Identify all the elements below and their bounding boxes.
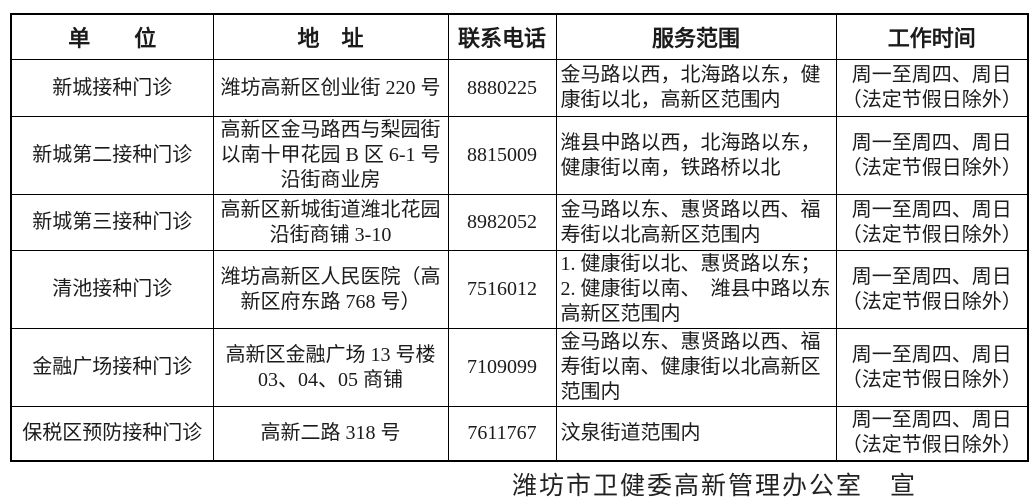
cell-hours: 周一至周四、周日 （法定节假日除外）: [835, 406, 1029, 461]
cell-unit: 新城接种门诊: [10, 59, 214, 117]
cell-unit: 新城第二接种门诊: [10, 116, 214, 195]
table-row: 金融广场接种门诊 高新区金融广场 13 号楼 03、04、05 商铺 71090…: [10, 328, 1029, 407]
clinic-info-table: 单 位 地 址 联系电话 服务范围 工作时间 新城接种门诊 潍坊高新区创业街 2…: [10, 13, 1029, 462]
cell-unit: 保税区预防接种门诊: [10, 406, 214, 461]
cell-scope: 金马路以东、惠贤路以西、福寿街以南、健康街以北高新区范围内: [555, 328, 837, 407]
cell-address: 潍坊高新区人民医院（高新区府东路 768 号）: [212, 250, 449, 329]
cell-scope: 金马路以东、惠贤路以西、福寿街以北高新区范围内: [555, 194, 837, 251]
cell-scope: 潍县中路以西，北海路以东，健康街以南，铁路桥以北: [555, 116, 837, 195]
publisher-signature: 潍坊市卫健委高新管理办公室 宣: [512, 473, 918, 500]
cell-scope: 金马路以西，北海路以东，健康街以北，高新区范围内: [555, 59, 837, 117]
col-header-hours: 工作时间: [835, 13, 1029, 60]
cell-scope: 汶泉街道范围内: [555, 406, 837, 461]
cell-unit: 新城第三接种门诊: [10, 194, 214, 251]
table-row: 新城第三接种门诊 高新区新城街道潍北花园沿街商铺 3-10 8982052 金马…: [10, 194, 1029, 251]
cell-phone: 7611767: [447, 406, 557, 461]
table-row: 保税区预防接种门诊 高新二路 318 号 7611767 汶泉街道范围内 周一至…: [10, 406, 1029, 461]
cell-hours: 周一至周四、周日 （法定节假日除外）: [835, 116, 1029, 195]
cell-address: 高新区金融广场 13 号楼 03、04、05 商铺: [212, 328, 449, 407]
cell-address: 高新二路 318 号: [212, 406, 449, 461]
cell-hours: 周一至周四、周日 （法定节假日除外）: [835, 250, 1029, 329]
cell-hours: 周一至周四、周日 （法定节假日除外）: [835, 59, 1029, 117]
cell-address: 高新区金马路西与梨园街以南十甲花园 B 区 6-1 号沿街商业房: [212, 116, 449, 195]
cell-hours: 周一至周四、周日 （法定节假日除外）: [835, 328, 1029, 407]
col-header-phone: 联系电话: [447, 13, 557, 60]
cell-scope: 1. 健康街以北、惠贤路以东； 2. 健康街以南、 潍县中路以东高新区范围内: [555, 250, 837, 329]
table-row: 新城第二接种门诊 高新区金马路西与梨园街以南十甲花园 B 区 6-1 号沿街商业…: [10, 116, 1029, 195]
cell-unit: 清池接种门诊: [10, 250, 214, 329]
cell-hours: 周一至周四、周日 （法定节假日除外）: [835, 194, 1029, 251]
table-row: 清池接种门诊 潍坊高新区人民医院（高新区府东路 768 号） 7516012 1…: [10, 250, 1029, 329]
cell-phone: 7109099: [447, 328, 557, 407]
cell-address: 潍坊高新区创业街 220 号: [212, 59, 449, 117]
cell-phone: 8815009: [447, 116, 557, 195]
cell-phone: 8880225: [447, 59, 557, 117]
header-row: 单 位 地 址 联系电话 服务范围 工作时间: [10, 13, 1029, 60]
cell-address: 高新区新城街道潍北花园沿街商铺 3-10: [212, 194, 449, 251]
col-header-address: 地 址: [212, 13, 449, 60]
table-row: 新城接种门诊 潍坊高新区创业街 220 号 8880225 金马路以西，北海路以…: [10, 59, 1029, 117]
cell-phone: 7516012: [447, 250, 557, 329]
cell-phone: 8982052: [447, 194, 557, 251]
col-header-unit: 单 位: [10, 13, 214, 60]
col-header-scope: 服务范围: [555, 13, 837, 60]
cell-unit: 金融广场接种门诊: [10, 328, 214, 407]
